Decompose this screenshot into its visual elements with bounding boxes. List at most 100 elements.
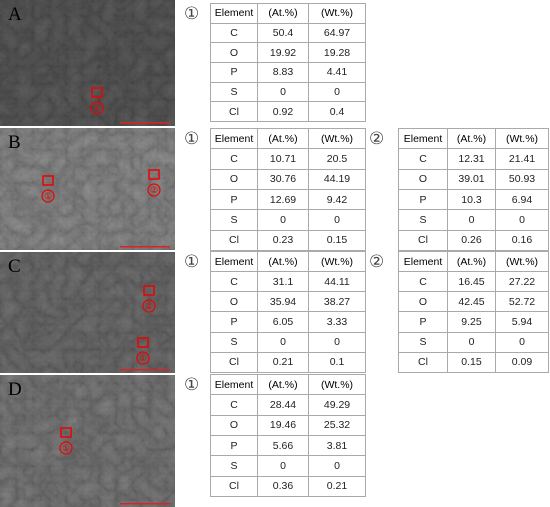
spot-label: ① — [44, 191, 52, 201]
table-cell: 0.36 — [257, 475, 309, 497]
table-cell: Element — [398, 127, 448, 150]
table-cell: S — [210, 331, 258, 353]
table-cell: 19.46 — [257, 414, 309, 436]
sem-texture — [0, 375, 175, 507]
scale-bar — [120, 369, 170, 371]
spot-box — [143, 285, 155, 296]
table-cell: O — [398, 168, 448, 190]
table-cell: (At.%) — [257, 250, 309, 273]
table-cell: 0 — [308, 81, 366, 103]
table-marker: ① — [184, 252, 200, 272]
table-cell: S — [210, 209, 258, 231]
table-cell: C — [398, 271, 448, 293]
composition-table: Element (At.%) (Wt.%) C 12.31 21.41 O 39.01 50.9… — [398, 127, 549, 251]
table-cell: Cl — [398, 229, 448, 251]
table-cell: 49.29 — [308, 394, 366, 416]
table-cell: P — [210, 188, 258, 211]
table-cell: (Wt.%) — [308, 250, 366, 273]
composition-table: Element (At.%) (Wt.%) C 16.45 27.22 O 42.45 52.7… — [398, 250, 549, 373]
table-row: O 30.76 44.19 — [210, 168, 366, 190]
table-cell: Cl — [210, 351, 258, 373]
table-cell: 12.31 — [447, 148, 496, 170]
table-marker: ② — [369, 129, 385, 149]
table-cell: (At.%) — [257, 373, 309, 396]
table-cell: 3.81 — [308, 434, 366, 457]
table-cell: C — [210, 22, 258, 44]
spot-label: ① — [62, 443, 70, 453]
table-cell: O — [398, 291, 448, 313]
table-cell: 0.26 — [447, 229, 496, 251]
table-row: Element (At.%) (Wt.%) — [398, 127, 549, 150]
spot-label: ① — [139, 353, 147, 363]
table-cell: 50.93 — [495, 168, 549, 190]
table-cell: 0 — [308, 209, 366, 231]
spot-box — [137, 337, 149, 348]
table-row: P 5.66 3.81 — [210, 434, 366, 457]
table-cell: 10.3 — [447, 188, 496, 211]
table-cell: 52.72 — [495, 291, 549, 313]
spot-circle — [90, 101, 104, 115]
table-row: Element (At.%) (Wt.%) — [210, 250, 366, 273]
table-cell: Cl — [210, 101, 258, 122]
table-cell: 8.83 — [257, 61, 309, 83]
table-cell: 25.32 — [308, 414, 366, 436]
spot-box — [148, 169, 160, 180]
composition-table: Element (At.%) (Wt.%) C 50.4 64.97 O 19.92 19.28… — [210, 3, 366, 122]
table-cell: P — [210, 434, 258, 457]
table-cell: 6.94 — [495, 188, 549, 211]
table-cell: S — [210, 455, 258, 477]
table-cell: O — [210, 42, 258, 63]
table-cell: 20.5 — [308, 148, 366, 170]
table-cell: 0.92 — [257, 101, 309, 122]
table-cell: 0 — [308, 331, 366, 353]
table-cell: 0.21 — [257, 351, 309, 373]
table-row: O 19.92 19.28 — [210, 42, 366, 63]
composition-table: Element (At.%) (Wt.%) C 28.44 49.29 O 19.46 25.3… — [210, 373, 366, 497]
table-cell: (Wt.%) — [308, 373, 366, 396]
table-cell: Cl — [210, 229, 258, 251]
table-cell: 0.1 — [308, 351, 366, 373]
table-cell: C — [210, 148, 258, 170]
table-cell: 21.41 — [495, 148, 549, 170]
table-marker: ② — [369, 252, 385, 272]
table-row: C 31.1 44.11 — [210, 271, 366, 293]
table-row: Cl 0.26 0.16 — [398, 229, 549, 251]
spot-circle — [142, 299, 156, 313]
table-cell: 9.42 — [308, 188, 366, 211]
table-row: O 19.46 25.32 — [210, 414, 366, 436]
table-cell: O — [210, 414, 258, 436]
table-cell: Element — [210, 250, 258, 273]
scale-bar — [120, 122, 170, 124]
table-cell: C — [210, 394, 258, 416]
table-cell: (At.%) — [447, 250, 496, 273]
spot-circle — [147, 183, 161, 197]
table-cell: 27.22 — [495, 271, 549, 293]
table-cell: (Wt.%) — [308, 3, 366, 24]
table-cell: S — [210, 81, 258, 103]
table-cell: O — [210, 291, 258, 313]
spot-circle — [136, 351, 150, 365]
table-row: Element (At.%) (Wt.%) — [398, 250, 549, 273]
table-marker: ① — [184, 4, 200, 24]
table-row: C 16.45 27.22 — [398, 271, 549, 293]
table-cell: P — [210, 61, 258, 83]
table-cell: 0 — [447, 331, 496, 353]
table-cell: 0 — [495, 331, 549, 353]
table-cell: Cl — [210, 475, 258, 497]
table-cell: 0 — [257, 331, 309, 353]
table-row: Element (At.%) (Wt.%) — [210, 127, 366, 150]
spot-box — [91, 87, 103, 98]
table-row: P 10.3 6.94 — [398, 188, 549, 211]
spot-box — [42, 175, 54, 186]
table-cell: 5.94 — [495, 311, 549, 333]
table-cell: 0.21 — [308, 475, 366, 497]
panel-label: B — [8, 132, 21, 153]
table-cell: 0 — [257, 455, 309, 477]
table-row: Element (At.%) (Wt.%) — [210, 373, 366, 396]
table-cell: 0 — [257, 81, 309, 103]
table-cell: 3.33 — [308, 311, 366, 333]
table-cell: Element — [398, 250, 448, 273]
